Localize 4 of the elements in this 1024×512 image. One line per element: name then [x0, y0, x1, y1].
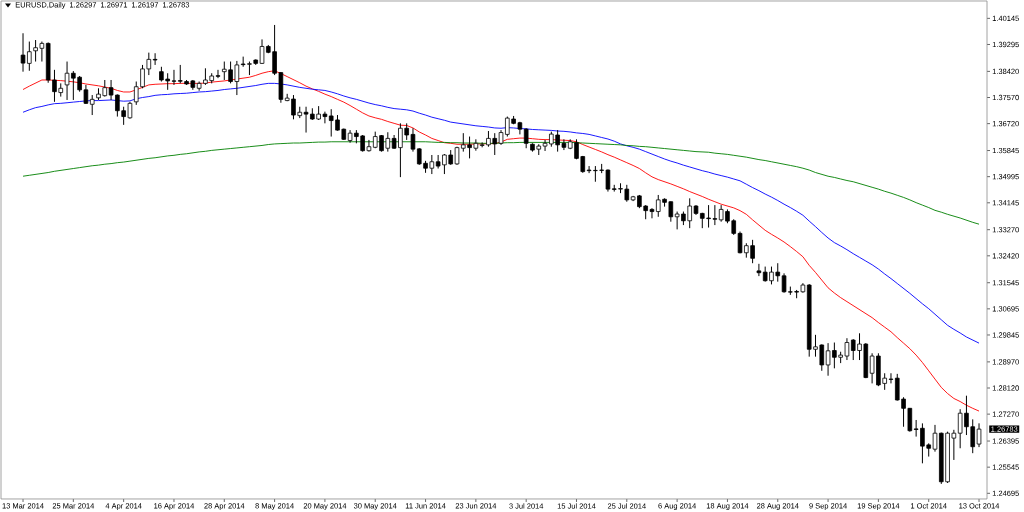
- candlestick: [756, 263, 762, 277]
- candlestick: [523, 127, 529, 149]
- candlestick: [152, 52, 158, 66]
- candlestick: [89, 94, 95, 116]
